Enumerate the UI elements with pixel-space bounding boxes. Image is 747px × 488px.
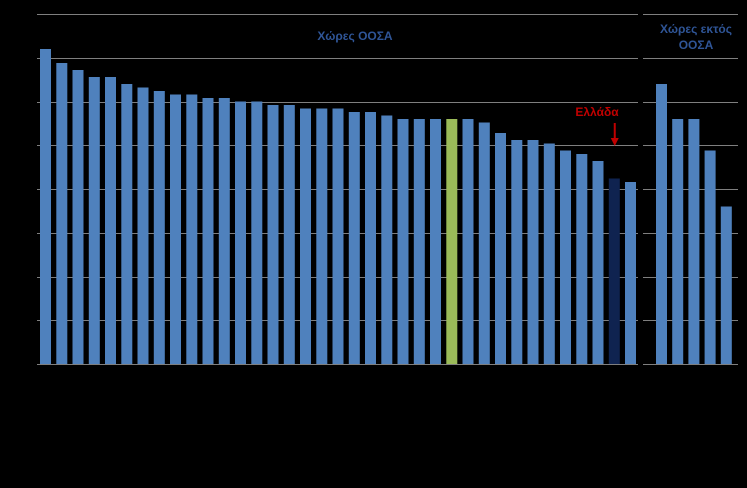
bar-oecd-4 bbox=[105, 77, 116, 364]
bar-oecd-13 bbox=[251, 101, 263, 364]
bar-oecd-33 bbox=[576, 154, 588, 364]
bar-oecd-5 bbox=[121, 84, 133, 364]
bar-oecd-17 bbox=[316, 108, 328, 364]
bar-oecd-3 bbox=[88, 77, 100, 364]
bar-oecd-31 bbox=[543, 143, 555, 364]
bar-oecd-20 bbox=[365, 112, 376, 364]
bar-non-oecd-3 bbox=[704, 150, 716, 364]
bar-oecd-12 bbox=[235, 101, 246, 364]
bar-oecd-34 bbox=[592, 161, 604, 364]
bar-oecd-15 bbox=[283, 105, 295, 364]
bar-oecd-16 bbox=[300, 108, 311, 364]
bar-non-oecd-4 bbox=[720, 206, 732, 364]
bar-oecd-27 bbox=[478, 122, 490, 364]
bar-oecd-30 bbox=[527, 140, 539, 364]
bar-oecd-21 bbox=[381, 115, 393, 364]
bar-oecd-24 bbox=[430, 119, 441, 364]
bar-oecd-28 bbox=[495, 133, 506, 364]
bar-oecd-29 bbox=[511, 140, 523, 364]
bar-non-oecd-1 bbox=[672, 119, 684, 364]
bar-non-oecd-0 bbox=[656, 84, 667, 364]
bar-oecd-6 bbox=[137, 87, 149, 364]
greece-annotation: Ελλάδα bbox=[575, 105, 619, 119]
bar-oecd-18 bbox=[332, 108, 344, 364]
bar-oecd-1 bbox=[56, 63, 68, 364]
bar-oecd-36 bbox=[625, 182, 636, 364]
bar-oecd-8 bbox=[170, 94, 181, 364]
bar-oecd-14 bbox=[267, 105, 279, 364]
bar-oecd-19 bbox=[348, 112, 360, 364]
oecd-group-label: Χώρες ΟΟΣΑ bbox=[317, 29, 393, 43]
bar-oecd-10 bbox=[202, 98, 214, 364]
greece-arrow-head bbox=[610, 138, 619, 146]
bar-oecd-0 bbox=[40, 49, 51, 364]
bar-oecd-25 bbox=[446, 119, 458, 364]
bar-oecd-9 bbox=[186, 94, 198, 364]
non-oecd-group-label: Χώρες εκτός ΟΟΣΑ bbox=[660, 22, 732, 52]
bar-oecd-11 bbox=[218, 98, 230, 364]
bar-oecd-35 bbox=[608, 178, 620, 364]
bar-oecd-26 bbox=[462, 119, 474, 364]
bar-oecd-32 bbox=[560, 150, 571, 364]
bar-oecd-7 bbox=[153, 91, 165, 364]
bar-oecd-2 bbox=[72, 70, 84, 364]
bar-oecd-22 bbox=[397, 119, 409, 364]
bar-non-oecd-2 bbox=[688, 119, 700, 364]
bar-oecd-23 bbox=[413, 119, 425, 364]
